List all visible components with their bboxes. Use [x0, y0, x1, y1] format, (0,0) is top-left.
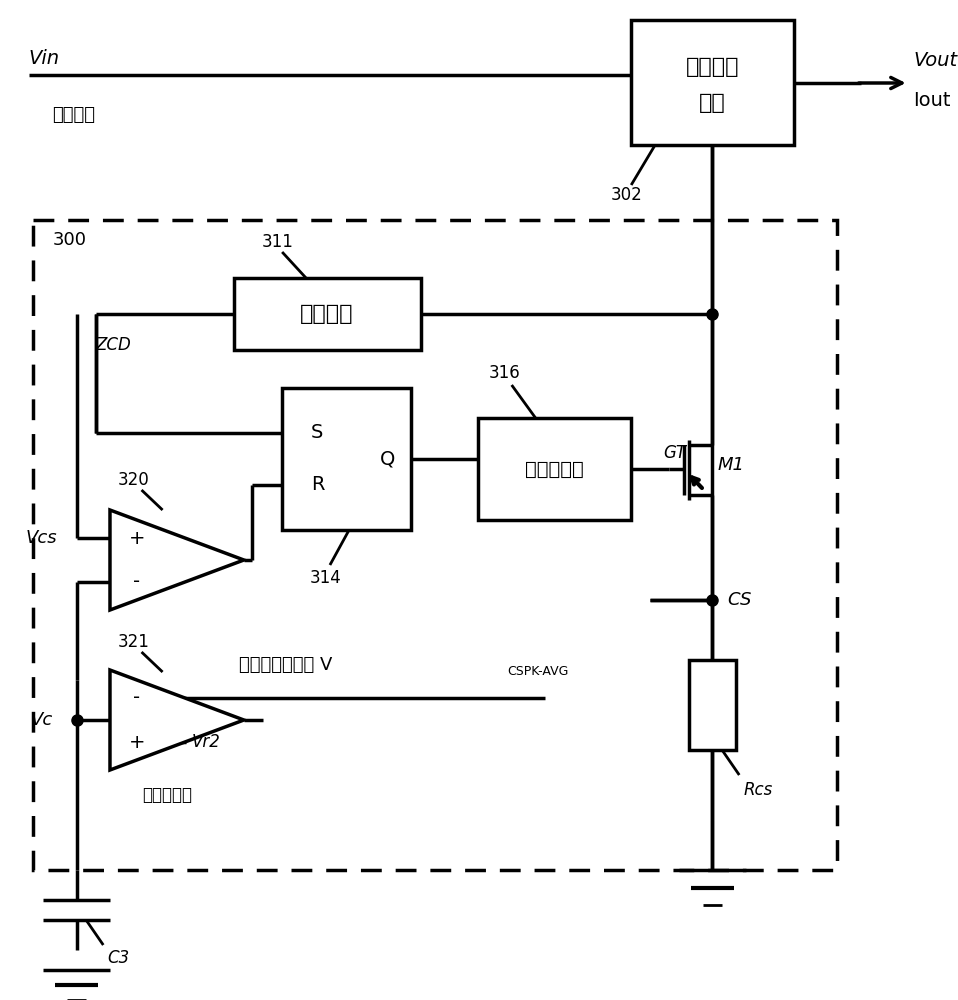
Text: Vc: Vc	[31, 711, 53, 729]
Text: 314: 314	[309, 569, 341, 587]
Text: 300: 300	[53, 231, 86, 249]
Polygon shape	[110, 670, 244, 770]
Text: C3: C3	[107, 949, 129, 967]
Text: 逻辑和驱动: 逻辑和驱动	[525, 460, 584, 479]
Text: -: -	[133, 572, 140, 591]
Text: Vout: Vout	[913, 50, 957, 70]
Text: 320: 320	[118, 471, 149, 489]
Text: Q: Q	[379, 450, 395, 468]
Bar	[478, 418, 631, 520]
Text: 电路: 电路	[699, 93, 726, 113]
Text: R: R	[310, 476, 325, 494]
Text: 321: 321	[118, 633, 149, 651]
Text: 功率转换: 功率转换	[686, 57, 740, 77]
Text: 302: 302	[610, 186, 642, 204]
Bar	[631, 20, 794, 145]
Text: 过零检测: 过零检测	[300, 304, 354, 324]
Bar	[235, 278, 421, 350]
Bar	[34, 220, 837, 870]
Text: GT: GT	[663, 444, 686, 462]
Text: Rcs: Rcs	[743, 781, 772, 799]
Text: Iout: Iout	[913, 91, 951, 109]
Text: ZCD: ZCD	[96, 336, 131, 354]
Text: Vr2: Vr2	[192, 733, 220, 751]
Bar	[689, 660, 737, 750]
Text: CSPK-AVG: CSPK-AVG	[507, 665, 568, 678]
Text: 311: 311	[262, 233, 293, 251]
Bar	[282, 388, 411, 530]
Text: +: +	[128, 528, 145, 548]
Text: M1: M1	[718, 456, 744, 474]
Text: -: -	[133, 688, 140, 708]
Text: 输入电压: 输入电压	[53, 106, 96, 124]
Text: S: S	[310, 424, 323, 442]
Text: CS: CS	[727, 591, 751, 609]
Text: 误差放大器: 误差放大器	[143, 786, 193, 804]
Text: 316: 316	[490, 364, 521, 382]
Text: +: +	[128, 732, 145, 752]
Text: Vcs: Vcs	[26, 529, 57, 547]
Text: Vin: Vin	[29, 48, 59, 68]
Text: 输出电流等效值 V: 输出电流等效值 V	[240, 656, 332, 674]
Polygon shape	[110, 510, 244, 610]
